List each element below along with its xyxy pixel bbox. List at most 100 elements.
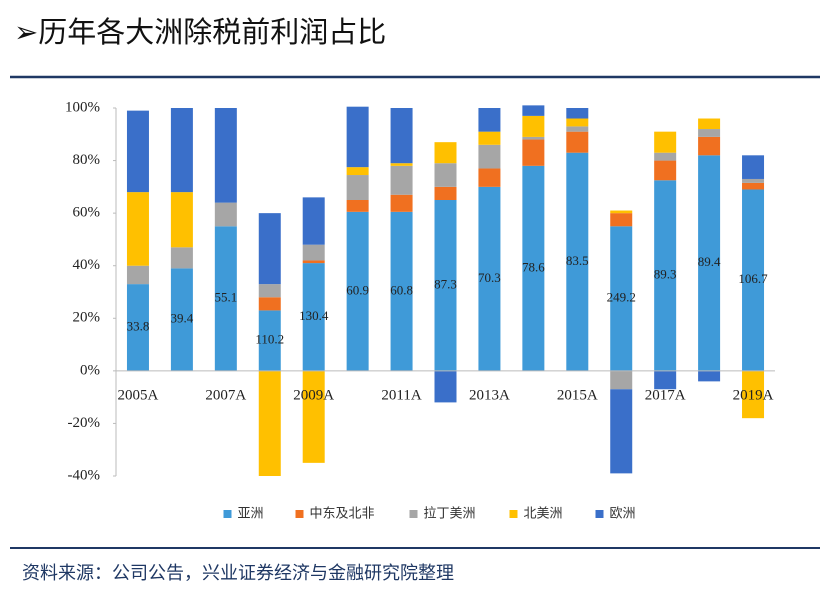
- bar-segment: [610, 389, 633, 474]
- legend-swatch: [595, 510, 604, 518]
- bar-segment: [698, 155, 721, 371]
- y-tick-label: 80%: [73, 152, 101, 168]
- x-tick-label: 2017A: [645, 387, 686, 403]
- bar-label: 78.6: [522, 259, 545, 274]
- bar-segment: [654, 180, 677, 371]
- bar-label: 60.8: [390, 282, 413, 297]
- bar-label: 89.4: [698, 254, 721, 269]
- bar-segment: [434, 186, 457, 200]
- legend-label: 北美洲: [524, 507, 563, 522]
- x-tick-label: 2019A: [733, 387, 774, 403]
- bar-segment: [478, 144, 501, 169]
- y-tick-label: -20%: [68, 415, 101, 431]
- bar-segment: [346, 211, 369, 371]
- y-tick-label: 60%: [73, 205, 101, 221]
- bar-label: 110.2: [255, 332, 284, 347]
- bar-label: 249.2: [607, 290, 636, 305]
- bar-segment: [522, 136, 545, 140]
- bar-segment: [390, 165, 413, 195]
- bar-segment: [566, 126, 589, 132]
- bar-segment: [742, 370, 765, 419]
- bar-segment: [170, 108, 193, 193]
- bar-segment: [566, 118, 589, 127]
- bar-segment: [698, 370, 721, 382]
- bar-segment: [302, 263, 325, 371]
- legend-swatch: [509, 510, 518, 518]
- bar-segment: [654, 160, 677, 181]
- bar-segment: [610, 213, 633, 227]
- legend-swatch: [409, 510, 418, 518]
- x-tick-label: 2009A: [293, 387, 334, 403]
- bar-segment: [258, 310, 281, 371]
- bar-segment: [434, 200, 457, 371]
- bar-segment: [346, 200, 369, 212]
- bar-segment: [742, 189, 765, 371]
- bar-segment: [302, 244, 325, 261]
- bar-label: 87.3: [434, 276, 457, 291]
- bar-segment: [214, 202, 237, 227]
- bar-segment: [434, 370, 457, 403]
- y-tick-label: 100%: [65, 99, 100, 115]
- bar-segment: [434, 163, 457, 187]
- bar-segment: [522, 139, 545, 166]
- page-title: ➢历年各大洲除税前利润占比: [14, 15, 386, 49]
- bar-segment: [170, 192, 193, 248]
- bar-segment: [126, 192, 149, 266]
- legend-swatch: [223, 510, 232, 518]
- bar-label: 33.8: [127, 318, 150, 333]
- bar-segment: [390, 163, 413, 166]
- bar-segment: [258, 297, 281, 311]
- bar-segment: [654, 131, 677, 153]
- bar-segment: [566, 152, 589, 371]
- bar-segment: [302, 260, 325, 264]
- bar-label: 39.4: [171, 311, 194, 326]
- x-tick-label: 2013A: [469, 387, 510, 403]
- legend-label: 亚洲: [238, 507, 264, 522]
- bar-segment: [390, 211, 413, 371]
- bar-segment: [258, 213, 281, 285]
- x-tick-label: 2015A: [557, 387, 598, 403]
- bar-label: 55.1: [214, 290, 237, 305]
- legend-label: 拉丁美洲: [424, 507, 476, 522]
- bar-segment: [126, 284, 149, 371]
- bar-segment: [698, 118, 721, 130]
- bar-segment: [478, 131, 501, 145]
- y-tick-label: -40%: [68, 467, 101, 483]
- bar-segment: [610, 226, 633, 371]
- bar-segment: [126, 265, 149, 285]
- bar-segment: [610, 210, 633, 214]
- bar-segment: [654, 370, 677, 390]
- bar-label: 70.3: [478, 270, 501, 285]
- bar-segment: [126, 110, 149, 193]
- bar-segment: [522, 165, 545, 371]
- bar-segment: [522, 105, 545, 116]
- bar-segment: [302, 197, 325, 245]
- bar-label: 130.4: [299, 308, 329, 323]
- bar-segment: [390, 108, 413, 164]
- y-tick-label: 0%: [80, 362, 100, 378]
- bar-segment: [698, 129, 721, 137]
- x-tick-label: 2011A: [381, 387, 421, 403]
- bar-label: 83.5: [566, 253, 589, 268]
- bar-segment: [610, 370, 633, 390]
- legend-label: 中东及北非: [310, 507, 375, 522]
- bar-segment: [302, 370, 325, 463]
- legend-swatch: [295, 510, 304, 518]
- x-tick-label: 2005A: [118, 387, 159, 403]
- bar-segment: [566, 108, 589, 119]
- bar-segment: [346, 106, 369, 168]
- bar-segment: [654, 152, 677, 161]
- bar-segment: [478, 186, 501, 371]
- bar-segment: [258, 284, 281, 298]
- bar-segment: [698, 136, 721, 156]
- bar-segment: [214, 108, 237, 203]
- bar-segment: [478, 108, 501, 132]
- bar-segment: [214, 226, 237, 371]
- bar-label: 89.3: [654, 267, 677, 282]
- bar-segment: [742, 178, 765, 183]
- bar-segment: [478, 168, 501, 187]
- bar-segment: [742, 182, 765, 190]
- legend-label: 欧洲: [610, 507, 636, 522]
- bar-segment: [742, 155, 765, 179]
